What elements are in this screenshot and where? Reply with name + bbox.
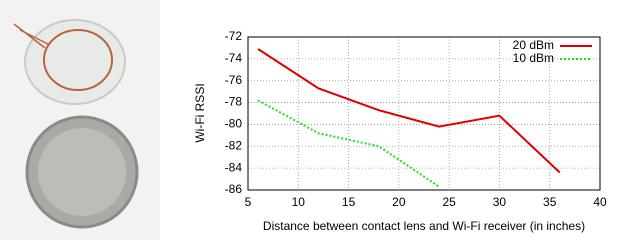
x-tick-label: 40: [593, 195, 607, 209]
y-tick-label: -72: [225, 29, 243, 43]
figure: Wi-Fi RSSI Distance between contact lens…: [0, 0, 624, 240]
y-tick-label: -82: [225, 138, 243, 152]
page: Wi-Fi RSSI Distance between contact lens…: [0, 0, 624, 240]
x-tick-label: 20: [392, 195, 406, 209]
contact-lens: [25, 20, 125, 104]
x-tick-label: 25: [442, 195, 456, 209]
x-tick-label: 5: [245, 195, 252, 209]
chart: Wi-Fi RSSI Distance between contact lens…: [193, 29, 607, 233]
y-axis-label: Wi-Fi RSSI: [193, 83, 207, 142]
data-line: [258, 49, 560, 172]
y-tick-label: -74: [225, 51, 243, 65]
y-tick-label: -84: [225, 160, 243, 174]
coin-face: [38, 128, 126, 216]
legend-label: 10 dBm: [513, 51, 554, 65]
y-tick-label: -76: [225, 73, 243, 87]
x-tick-label: 30: [493, 195, 507, 209]
photo: [0, 0, 160, 240]
y-tick-label: -86: [225, 182, 243, 196]
y-tick-label: -78: [225, 95, 243, 109]
x-axis-label: Distance between contact lens and Wi-Fi …: [263, 219, 585, 233]
legend-label: 20 dBm: [513, 38, 554, 52]
y-tick-label: -80: [225, 117, 243, 131]
x-tick-label: 10: [292, 195, 306, 209]
data-line: [258, 100, 439, 186]
x-tick-label: 15: [342, 195, 356, 209]
x-tick-label: 35: [543, 195, 557, 209]
